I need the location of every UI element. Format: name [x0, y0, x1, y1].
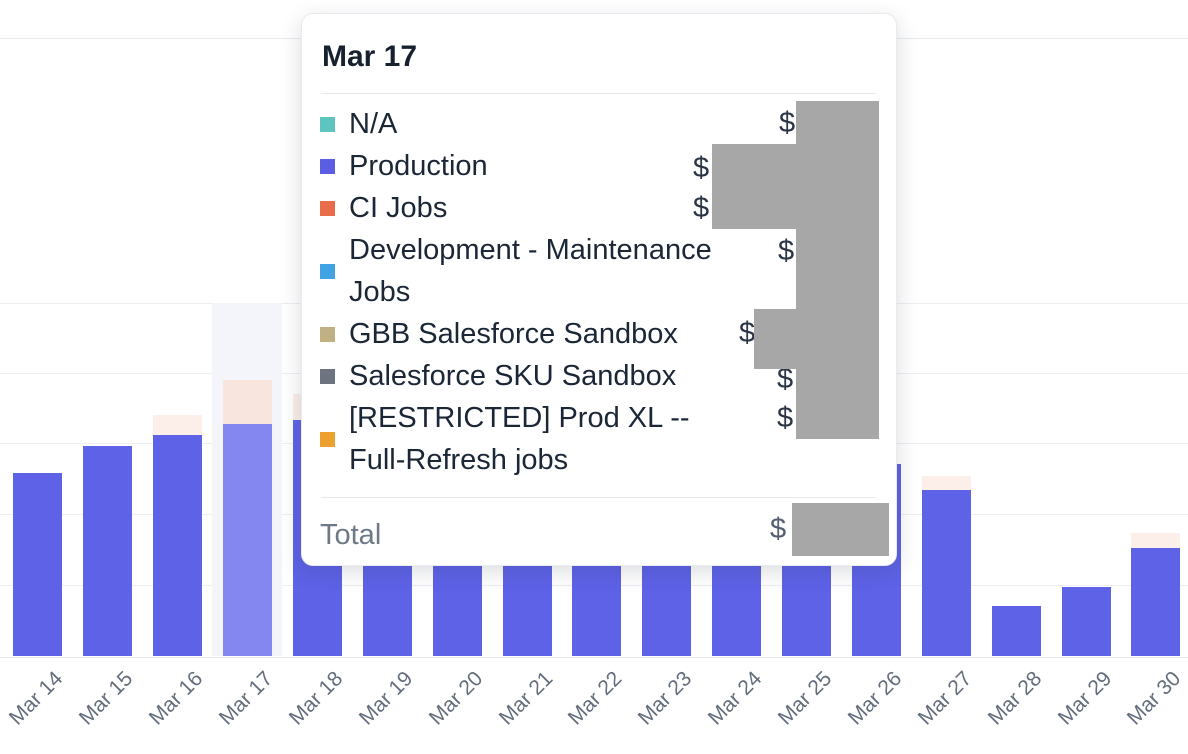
bar-mar-15[interactable]: [82, 446, 132, 656]
series-value-currency: $: [778, 235, 795, 267]
x-axis-label: Mar 19: [354, 667, 418, 730]
x-axis-label: Mar 17: [214, 667, 278, 730]
tooltip-row: Development - Maintenance Jobs: [320, 229, 878, 313]
x-axis-label: Mar 14: [4, 667, 68, 730]
tooltip-divider-bottom: [321, 497, 876, 498]
bar-mar-30[interactable]: [1130, 533, 1180, 656]
bar-segment-ci-jobs: [921, 476, 971, 490]
bar-mar-17[interactable]: [222, 380, 272, 656]
tooltip-row: GBB Salesforce Sandbox: [320, 313, 878, 355]
series-label: N/A: [349, 108, 398, 140]
redaction-box: [792, 503, 889, 556]
bar-segment-production: [1130, 548, 1180, 656]
tooltip-row: N/A: [320, 103, 878, 145]
series-label: Production: [349, 150, 488, 182]
series-swatch: [320, 326, 335, 342]
x-axis-label: Mar 25: [773, 667, 837, 730]
x-axis-label: Mar 23: [633, 667, 697, 730]
x-axis-label: Mar 18: [284, 667, 348, 730]
x-axis-label: Mar 20: [424, 667, 488, 730]
series-value-currency: $: [739, 317, 756, 349]
series-value-currency: $: [777, 402, 794, 434]
series-value-currency: $: [693, 192, 710, 224]
total-value-currency: $: [770, 513, 787, 545]
total-label: Total: [320, 519, 382, 551]
bar-segment-production: [12, 473, 62, 656]
chart-tooltip: Mar 17 N/A Production CI Jobs Development -…: [301, 13, 897, 566]
series-value-currency: $: [693, 152, 710, 184]
series-label: [RESTRICTED] Prod XL -- Full-Refresh job…: [349, 402, 690, 476]
series-swatch: [320, 263, 335, 279]
tooltip-row: CI Jobs: [320, 187, 878, 229]
series-swatch: [320, 116, 335, 132]
x-axis-label: Mar 28: [983, 667, 1047, 730]
tooltip-divider-top: [321, 93, 876, 94]
bar-segment-production: [921, 490, 971, 656]
x-axis-label: Mar 24: [703, 667, 767, 730]
bar-segment-ci-jobs: [152, 415, 202, 435]
x-axis-label: Mar 16: [144, 667, 208, 730]
x-axis-label: Mar 26: [843, 667, 907, 730]
series-value-currency: $: [779, 107, 796, 139]
series-label: Salesforce SKU Sandbox: [349, 360, 677, 392]
series-value-currency: $: [777, 363, 794, 395]
bar-segment-ci-jobs: [222, 380, 272, 424]
series-swatch: [320, 368, 335, 384]
redaction-box: [712, 144, 796, 229]
bar-mar-14[interactable]: [12, 473, 62, 656]
x-axis-label: Mar 29: [1053, 667, 1117, 730]
redaction-box: [754, 309, 796, 369]
tooltip-title: Mar 17: [322, 40, 418, 73]
bar-segment-production: [991, 606, 1041, 656]
series-label: CI Jobs: [349, 192, 448, 224]
bar-segment-production: [82, 446, 132, 656]
bar-mar-29[interactable]: [1061, 587, 1111, 656]
series-label: Development - Maintenance Jobs: [349, 234, 712, 308]
redaction-box: [796, 101, 879, 439]
tooltip-series-list: N/A Production CI Jobs Development - Mainte…: [320, 103, 878, 481]
bar-mar-27[interactable]: [921, 476, 971, 656]
x-axis-line: [0, 657, 1188, 658]
series-label: GBB Salesforce Sandbox: [349, 318, 678, 350]
x-axis-label: Mar 15: [74, 667, 138, 730]
x-axis-label: Mar 21: [494, 667, 558, 730]
x-axis-label: Mar 30: [1122, 667, 1186, 730]
bar-segment-ci-jobs: [1130, 533, 1180, 548]
x-axis-label: Mar 27: [913, 667, 977, 730]
bar-segment-production: [1061, 587, 1111, 656]
bar-mar-28[interactable]: [991, 606, 1041, 656]
tooltip-row: Salesforce SKU Sandbox: [320, 355, 878, 397]
x-axis-label: Mar 22: [563, 667, 627, 730]
tooltip-row: Production: [320, 145, 878, 187]
bar-segment-production: [222, 424, 272, 656]
series-swatch: [320, 158, 335, 174]
bar-segment-production: [152, 435, 202, 656]
bar-mar-16[interactable]: [152, 415, 202, 656]
tooltip-row: [RESTRICTED] Prod XL -- Full-Refresh job…: [320, 397, 878, 481]
series-swatch: [320, 200, 335, 216]
series-swatch: [320, 431, 335, 447]
